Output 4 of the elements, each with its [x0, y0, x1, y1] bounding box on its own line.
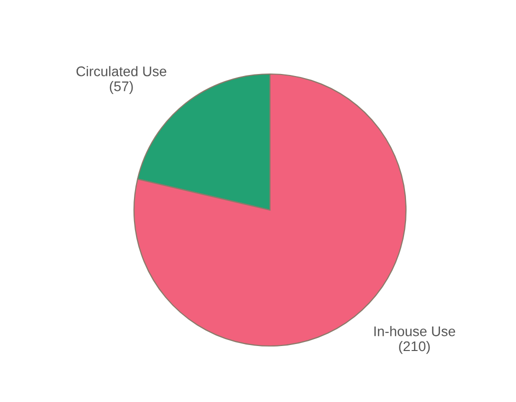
data-label: (210) — [399, 340, 430, 354]
slice-label: Circulated Use — [76, 66, 166, 76]
slice-label: In-house Use — [374, 326, 456, 336]
data-label: (57) — [110, 81, 133, 94]
